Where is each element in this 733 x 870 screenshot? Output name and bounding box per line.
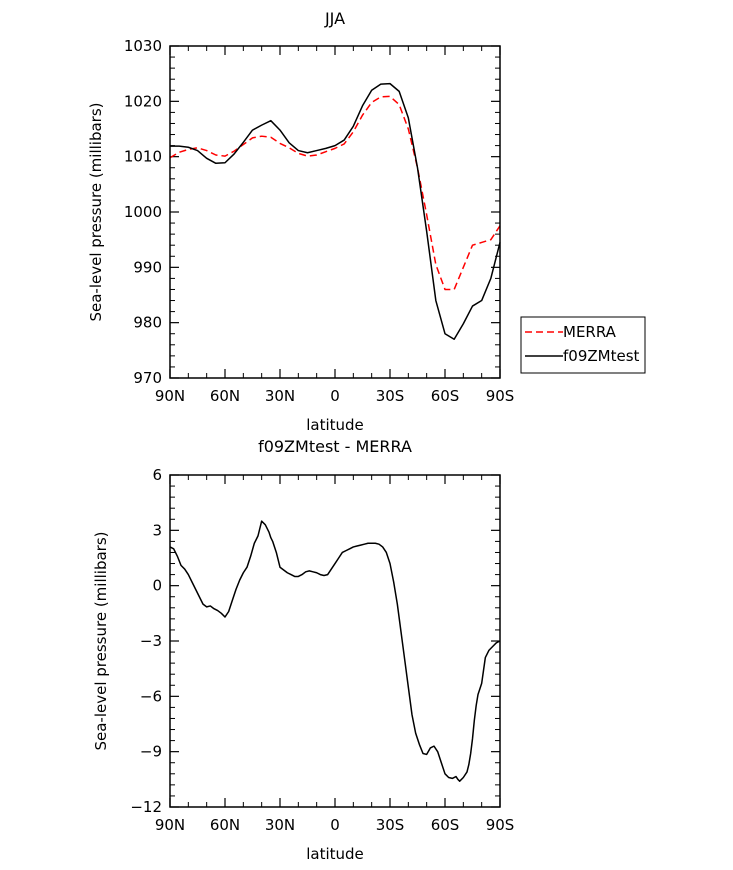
y-tick-label: 980 — [133, 314, 162, 332]
y-tick-label: 990 — [133, 258, 162, 276]
x-tick-label: 0 — [330, 387, 340, 405]
y-tick-label: 1030 — [124, 37, 162, 55]
x-tick-label: 30S — [376, 387, 405, 405]
x-axis-label: latitude — [306, 845, 364, 863]
x-tick-label: 30N — [265, 816, 295, 834]
y-tick-label: 1020 — [124, 92, 162, 110]
axis-ticks: 90N 60N 30N 0 30S 60S 90S 970 980 990 1000 1010 1020… — [124, 37, 514, 405]
y-tick-label: −9 — [140, 743, 162, 761]
y-tick-label: 6 — [152, 466, 162, 484]
y-tick-label: −12 — [130, 798, 162, 816]
y-tick-label: 3 — [152, 521, 162, 539]
x-tick-label: 90N — [155, 816, 185, 834]
legend-label-f09zmtest: f09ZMtest — [563, 347, 640, 365]
x-tick-label: 60S — [431, 816, 460, 834]
x-tick-label: 30S — [376, 816, 405, 834]
x-tick-label: 0 — [330, 816, 340, 834]
plot-frame — [169, 474, 501, 808]
chart-title: f09ZMtest - MERRA — [258, 437, 412, 456]
series-line-merra — [169, 95, 501, 291]
chart-panel-jja: JJA Sea-level pressure (millibars) latit… — [87, 9, 646, 434]
y-tick-label: −6 — [140, 687, 162, 705]
plot-frame — [169, 45, 501, 379]
x-tick-label: 30N — [265, 387, 295, 405]
chart-title: JJA — [324, 9, 345, 28]
y-axis-label: Sea-level pressure (millibars) — [92, 531, 110, 750]
x-tick-label: 90N — [155, 387, 185, 405]
y-tick-label: 970 — [133, 369, 162, 387]
legend: MERRA f09ZMtest — [520, 316, 646, 374]
plot-series — [169, 520, 501, 782]
x-tick-label: 90S — [486, 387, 515, 405]
x-tick-label: 90S — [486, 816, 515, 834]
y-tick-label: 1010 — [124, 148, 162, 166]
y-tick-label: 0 — [152, 577, 162, 595]
chart-panel-difference: f09ZMtest - MERRA Sea-level pressure (mi… — [92, 437, 514, 863]
legend-label-merra: MERRA — [563, 323, 617, 341]
x-tick-label: 60S — [431, 387, 460, 405]
axis-ticks: 90N 60N 30N 0 30S 60S 90S −12 −9 −6 −3 0 3 6 — [130, 466, 514, 834]
x-axis-label: latitude — [306, 416, 364, 434]
series-line-f09zmtest — [170, 82, 501, 341]
x-tick-label: 60N — [210, 387, 240, 405]
legend-box — [520, 316, 646, 374]
y-tick-label: 1000 — [124, 203, 162, 221]
series-line-difference — [169, 520, 501, 782]
y-tick-label: −3 — [140, 632, 162, 650]
y-axis-label: Sea-level pressure (millibars) — [87, 102, 105, 321]
plot-series — [169, 82, 501, 341]
x-tick-label: 60N — [210, 816, 240, 834]
